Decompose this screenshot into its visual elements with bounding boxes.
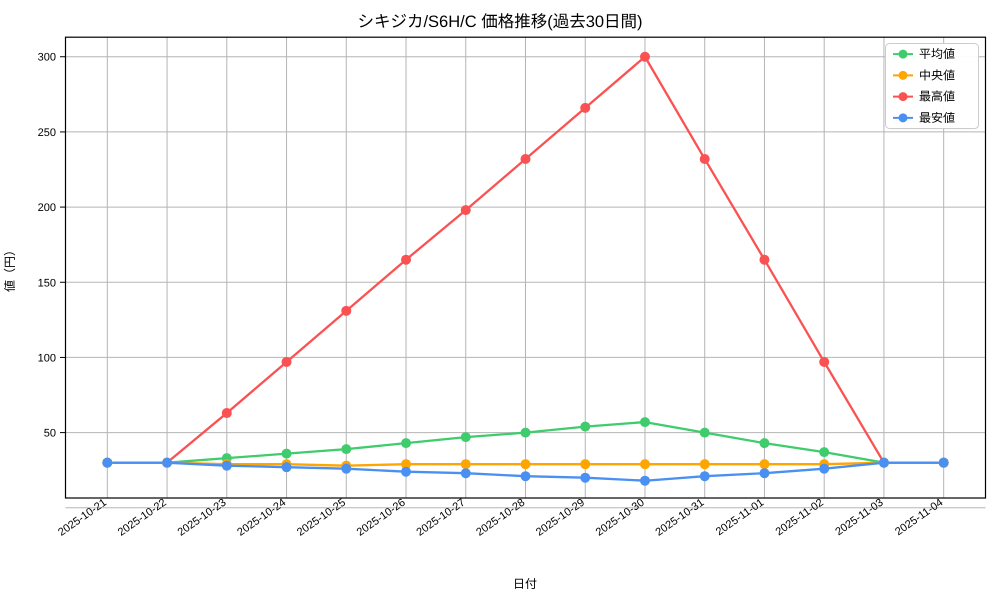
svg-text:平均値: 平均値 bbox=[919, 47, 955, 61]
svg-text:シキジカ/S6H/C 価格推移(過去30日間): シキジカ/S6H/C 価格推移(過去30日間) bbox=[357, 13, 642, 31]
svg-text:中央値: 中央値 bbox=[919, 68, 955, 82]
svg-text:値（円）: 値（円） bbox=[3, 244, 17, 292]
svg-text:150: 150 bbox=[38, 277, 56, 289]
svg-text:日付: 日付 bbox=[513, 577, 537, 591]
svg-text:最安値: 最安値 bbox=[919, 111, 955, 125]
svg-text:200: 200 bbox=[38, 202, 56, 214]
svg-text:最高値: 最高値 bbox=[919, 90, 955, 104]
svg-text:300: 300 bbox=[38, 52, 56, 64]
svg-text:250: 250 bbox=[38, 127, 56, 139]
svg-text:100: 100 bbox=[38, 352, 56, 364]
svg-text:50: 50 bbox=[44, 428, 56, 440]
